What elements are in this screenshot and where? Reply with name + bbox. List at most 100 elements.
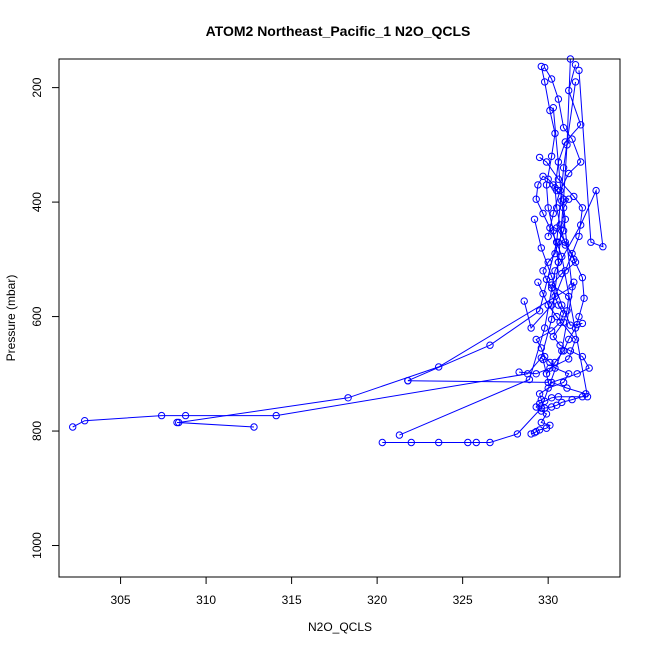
data-point [544,232,552,241]
data-point [544,378,552,387]
x-tick-label: 310 [196,593,216,607]
series-line-3 [176,107,573,428]
data-point [547,394,556,402]
series-line-12 [546,227,585,375]
data-point [547,152,556,161]
data-point [378,438,386,447]
y-tick-label: 1000 [30,532,44,559]
x-axis: 305 310 315 320 325 330 [111,577,558,607]
data-point [435,363,443,371]
series-line-6 [382,282,575,443]
data-point [587,238,595,246]
series-line-5 [407,359,549,383]
data-point [539,209,547,218]
data-point [542,370,551,378]
data-point [559,227,568,235]
data-point [573,320,581,329]
data-point [515,368,523,376]
data-point [559,378,568,387]
data-point [532,403,540,411]
data-point [578,319,587,328]
data-point [554,258,563,266]
data-point [535,390,544,398]
chart-title: ATOM2 Northeast_Pacific_1 N2O_QCLS [206,23,471,39]
y-tick-label: 400 [30,192,44,212]
data-point [575,232,583,241]
data-point [546,106,554,115]
data-point [565,355,573,363]
data-point [556,318,564,326]
data-point [525,375,534,384]
data-point [527,324,535,332]
data-point [554,393,563,401]
data-point [575,66,583,75]
y-axis-label: Pressure (mbar) [4,275,18,362]
data-point [571,78,580,86]
data-point [534,181,542,189]
data-point [575,312,583,321]
data-point [181,411,190,420]
data-point [532,195,540,203]
data-point [565,335,573,344]
data-point [578,393,587,401]
data-point [547,75,556,83]
data-point [571,60,580,69]
series-line-8 [519,281,577,375]
data-point [535,153,544,162]
data-point [537,354,545,362]
data-point [551,129,559,138]
data-point [395,431,404,439]
plot-frame [58,58,621,578]
data-point [561,267,569,275]
x-tick-label: 330 [538,593,558,607]
data-point [537,244,545,252]
data-point [539,290,547,298]
data-point [578,352,587,361]
x-tick-label: 305 [111,593,131,607]
data-point [404,377,412,385]
x-tick-label: 325 [453,593,473,607]
data-point [542,158,551,166]
data-point [559,347,568,355]
data-point [585,364,593,372]
data-point [435,438,443,447]
data-point [81,417,89,425]
data-point [559,124,568,132]
data-point [546,358,554,367]
data-point [537,62,545,71]
data-point [561,238,569,246]
data-point [541,78,549,86]
data-point [546,364,554,372]
data-point [250,423,258,431]
data-point [542,410,551,418]
data-point [578,273,587,282]
y-tick-label: 200 [30,77,44,97]
data-point [553,312,561,321]
data-point [272,411,280,420]
data-point [563,384,571,392]
x-tick-label: 315 [282,593,302,607]
data-point [527,430,535,438]
data-point [578,204,587,212]
data-point [534,278,542,286]
data-point [175,418,183,427]
data-point [573,370,581,378]
data-point [577,158,585,166]
data-point [544,204,552,212]
series-line-11 [544,67,582,237]
y-axis: 200 400 600 800 1000 [30,77,59,559]
data-point [556,186,564,195]
data-point [472,438,480,447]
data-point [549,209,557,218]
data-point [554,95,563,103]
data-point [568,135,576,143]
data-point [570,278,578,286]
data-point [592,186,600,195]
data-point [486,438,494,447]
series-line-2 [72,58,571,428]
data-point [544,384,552,392]
data-point [532,335,540,344]
data-point [539,267,547,275]
data-point [553,401,561,409]
